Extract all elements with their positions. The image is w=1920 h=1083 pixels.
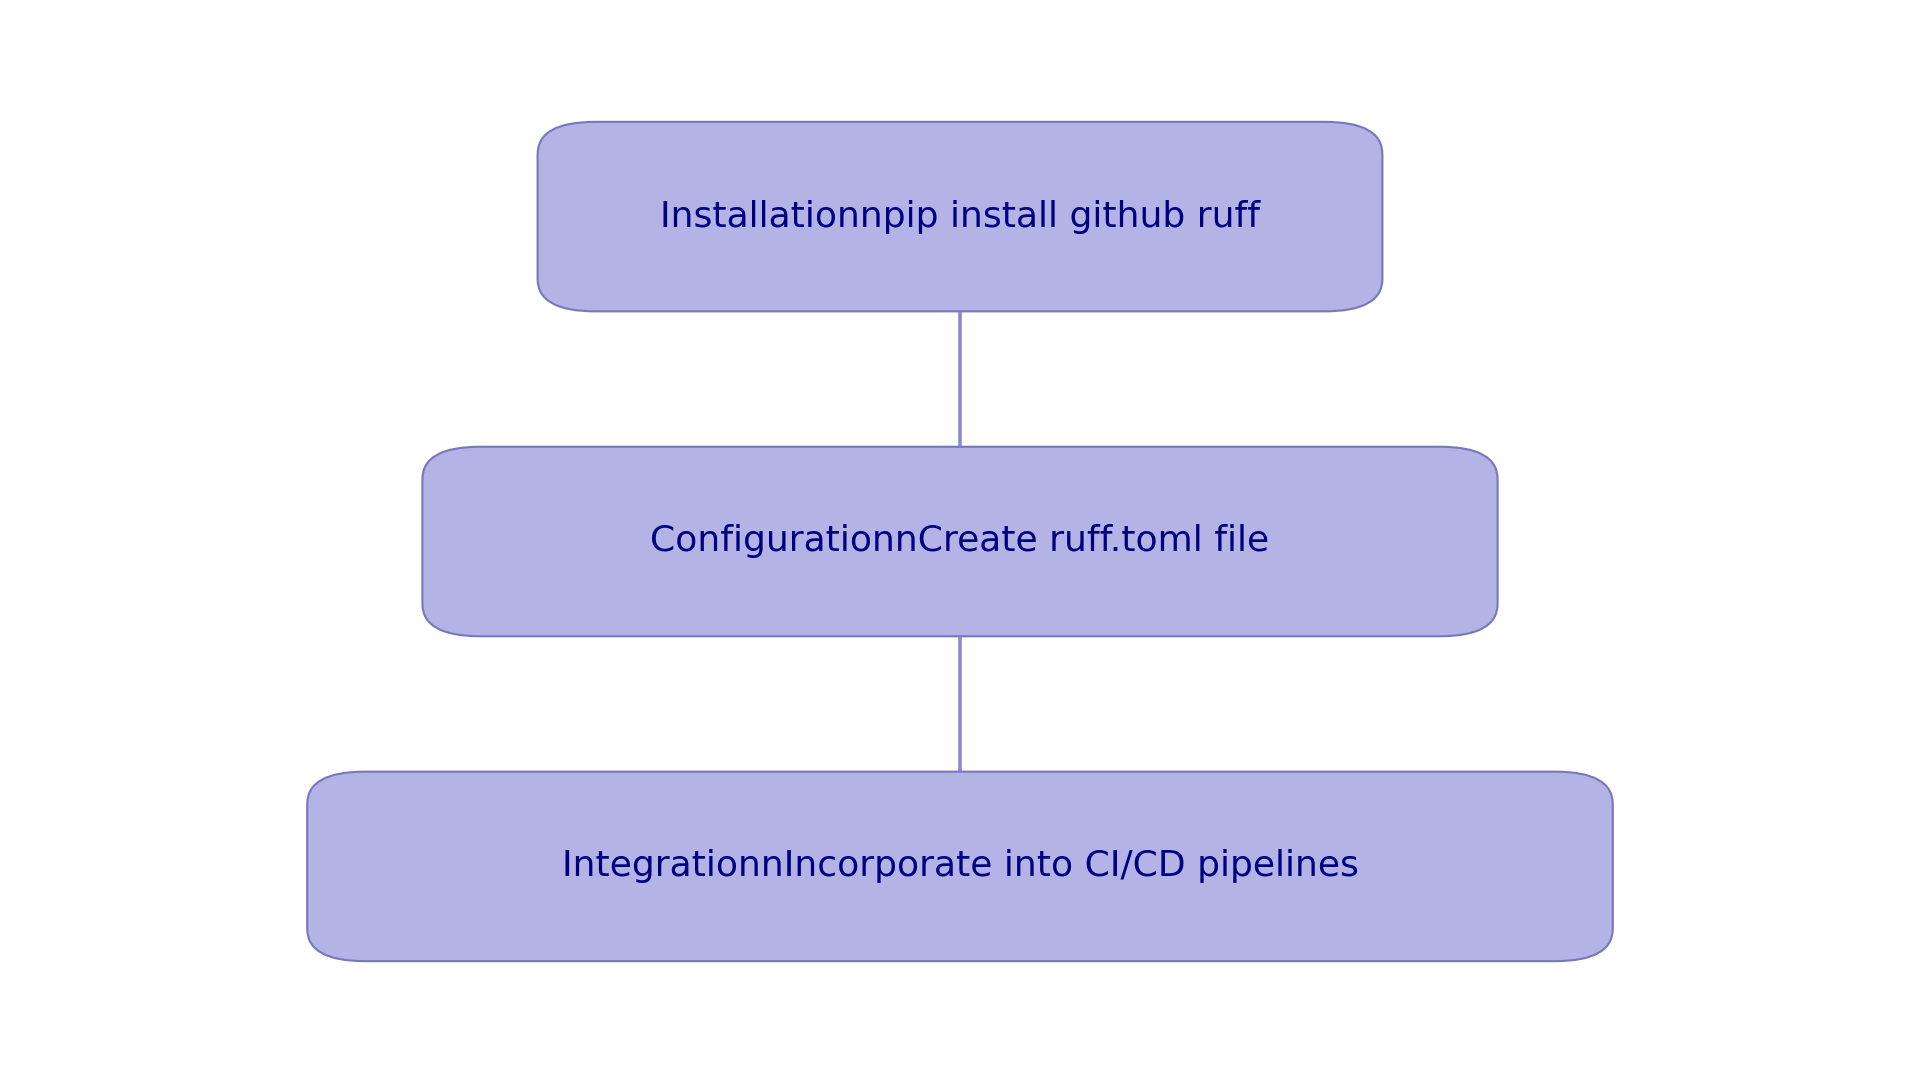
Text: IntegrationnIncorporate into CI/CD pipelines: IntegrationnIncorporate into CI/CD pipel… (561, 849, 1359, 884)
FancyBboxPatch shape (422, 447, 1498, 637)
FancyBboxPatch shape (307, 772, 1613, 962)
Text: ConfigurationnCreate ruff.toml file: ConfigurationnCreate ruff.toml file (651, 524, 1269, 559)
FancyBboxPatch shape (538, 122, 1382, 312)
Text: Installationnpip install github ruff: Installationnpip install github ruff (660, 199, 1260, 234)
